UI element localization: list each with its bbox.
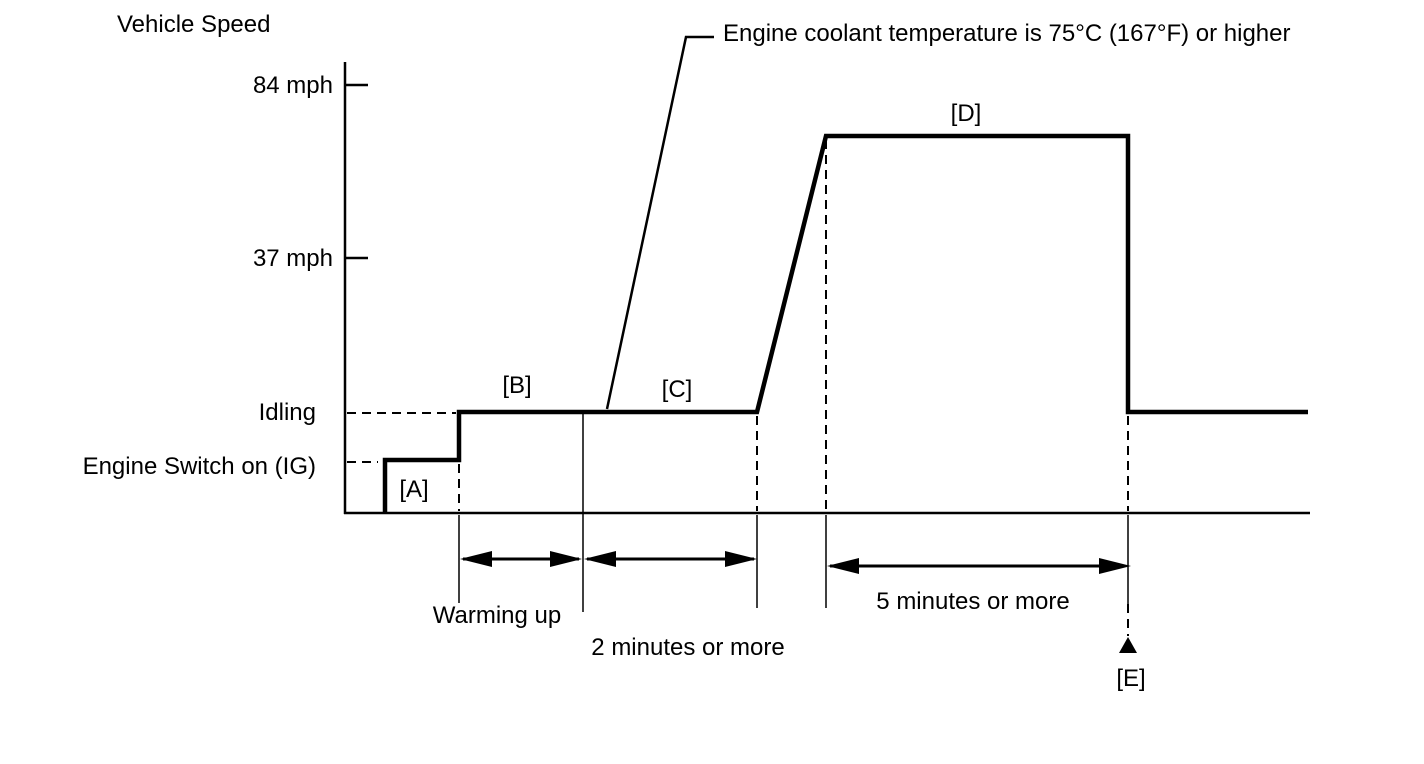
arrow-up-icon xyxy=(1119,637,1137,653)
arrow-right-icon xyxy=(550,551,582,567)
duration-label-five-minutes: 5 minutes or more xyxy=(876,588,1069,615)
arrow-right-icon xyxy=(1099,558,1131,574)
arrow-left-icon xyxy=(460,551,492,567)
label-37mph: 37 mph xyxy=(253,245,333,272)
label-84mph: 84 mph xyxy=(253,72,333,99)
coolant-leader-line xyxy=(605,35,714,410)
phase-label-a: [A] xyxy=(399,476,428,503)
phase-label-d: [D] xyxy=(951,100,982,127)
phase-label-e: [E] xyxy=(1116,665,1145,692)
arrow-left-icon xyxy=(827,558,859,574)
coolant-note: Engine coolant temperature is 75°C (167°… xyxy=(723,20,1291,47)
arrow-left-icon xyxy=(584,551,616,567)
label-idling: Idling xyxy=(259,399,316,426)
arrow-right-icon xyxy=(725,551,757,567)
duration-label-warming-up: Warming up xyxy=(433,602,561,629)
warming-up-arrow xyxy=(460,551,582,567)
phase-label-b: [B] xyxy=(502,372,531,399)
duration-label-two-minutes: 2 minutes or more xyxy=(591,634,784,661)
label-engine-switch: Engine Switch on (IG) xyxy=(83,453,316,480)
five-minutes-arrow xyxy=(827,558,1131,574)
speed-waveform xyxy=(382,133,1308,513)
diagram-title: Vehicle Speed xyxy=(117,11,270,38)
two-minutes-arrow xyxy=(584,551,757,567)
phase-label-c: [C] xyxy=(662,376,693,403)
